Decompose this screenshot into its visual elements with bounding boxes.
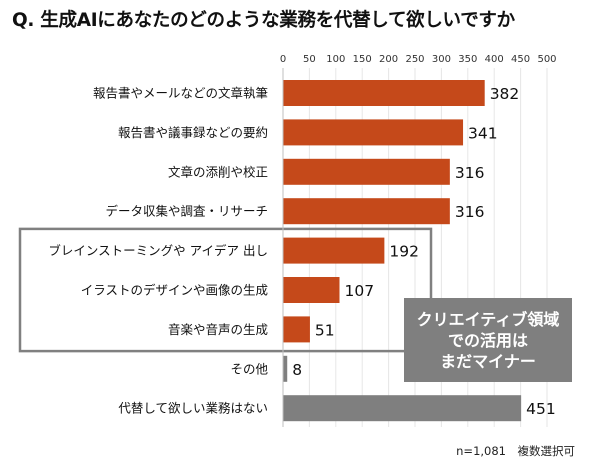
bar bbox=[283, 158, 450, 185]
bar bbox=[283, 395, 522, 422]
bar bbox=[283, 80, 485, 106]
value-label: 107 bbox=[344, 282, 374, 300]
x-tick-label: 0 bbox=[280, 54, 286, 65]
value-label: 51 bbox=[315, 321, 335, 339]
callout-line-3: まだマイナー bbox=[440, 351, 536, 371]
x-axis-ticks: 0 50 100 150 200 250 300 350 400 450 500 bbox=[280, 54, 557, 65]
x-tick-label: 50 bbox=[303, 54, 316, 65]
value-label: 341 bbox=[468, 124, 498, 142]
bar bbox=[283, 198, 450, 225]
x-tick-label: 250 bbox=[405, 54, 424, 65]
value-label: 451 bbox=[526, 400, 556, 418]
category-label: データ収集や調査・リサーチ bbox=[105, 204, 268, 219]
callout-line-1: クリエイティブ領域 bbox=[416, 309, 560, 329]
creative-callout: クリエイティブ領域 での活用は まだマイナー bbox=[404, 298, 572, 382]
category-label: 報告書や議事録などの要約 bbox=[118, 125, 268, 140]
x-tick-label: 200 bbox=[379, 54, 398, 65]
bar bbox=[283, 237, 385, 264]
bar bbox=[283, 277, 340, 303]
x-tick-label: 350 bbox=[458, 54, 477, 65]
x-tick-label: 500 bbox=[537, 54, 556, 65]
chart-title: Q. 生成AIにあなたのどのような業務を代替して欲しいですか bbox=[12, 10, 515, 31]
category-label: ブレインストーミングや アイデア 出し bbox=[48, 243, 268, 258]
category-label: 代替して欲しい業務はない bbox=[118, 401, 268, 416]
value-labels: 382 341 316 316 192 107 51 8 451 bbox=[292, 85, 555, 418]
x-tick-label: 450 bbox=[511, 54, 530, 65]
bar bbox=[283, 355, 288, 382]
category-label: 文章の添削や校正 bbox=[168, 164, 268, 179]
bar bbox=[283, 119, 464, 146]
value-label: 192 bbox=[389, 243, 419, 261]
value-label: 316 bbox=[455, 203, 485, 221]
creative-highlight-box bbox=[18, 227, 433, 353]
category-label: 報告書やメールなどの文章執筆 bbox=[93, 86, 268, 101]
x-tick-label: 100 bbox=[326, 54, 345, 65]
bar bbox=[283, 316, 310, 343]
sample-size-note: n=1,081 複数選択可 bbox=[456, 444, 575, 458]
x-tick-label: 150 bbox=[353, 54, 372, 65]
category-label: その他 bbox=[230, 361, 268, 376]
callout-line-2: での活用は bbox=[447, 330, 528, 350]
category-labels: 報告書やメールなどの文章執筆報告書や議事録などの要約文章の添削や校正データ収集や… bbox=[48, 86, 268, 416]
category-label: 音楽や音声の生成 bbox=[168, 322, 268, 337]
bars bbox=[283, 80, 522, 422]
x-tick-label: 300 bbox=[432, 54, 451, 65]
value-label: 382 bbox=[490, 85, 520, 103]
category-label: イラストのデザインや画像の生成 bbox=[81, 283, 268, 298]
value-label: 8 bbox=[292, 361, 302, 379]
x-tick-label: 400 bbox=[485, 54, 504, 65]
value-label: 316 bbox=[455, 164, 485, 182]
